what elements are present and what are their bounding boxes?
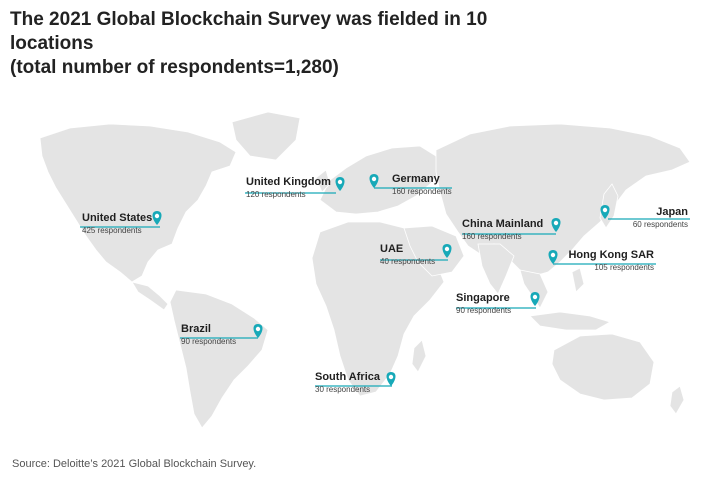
location-respondents: 90 respondents: [456, 306, 512, 315]
map-pin-hole: [255, 326, 261, 332]
map-pin-hole: [388, 374, 394, 380]
source-note: Source: Deloitte’s 2021 Global Blockchai…: [12, 458, 257, 470]
location-name: South Africa: [315, 371, 380, 383]
location-name: China Mainland: [462, 218, 544, 230]
indonesia: [529, 311, 612, 331]
location-name: Brazil: [181, 323, 211, 335]
location-name: United States: [82, 212, 153, 224]
map-pin-hole: [553, 220, 559, 226]
location-respondents: 120 respondents: [246, 190, 306, 199]
southeast-asia: [519, 269, 549, 309]
india: [477, 243, 515, 295]
map-pin-hole: [602, 207, 608, 213]
greenland: [231, 111, 301, 161]
label-china-mainland: China Mainland 160 respondents: [462, 218, 543, 241]
map-pin-hole: [154, 213, 160, 219]
location-respondents: 160 respondents: [392, 187, 452, 196]
location-name: Hong Kong SAR: [568, 249, 654, 261]
arabia: [403, 225, 465, 277]
location-respondents: 90 respondents: [181, 337, 237, 346]
north-america: [39, 123, 237, 283]
location-respondents: 40 respondents: [380, 257, 436, 266]
label-germany: Germany 160 respondents: [392, 173, 452, 196]
asia: [435, 123, 691, 277]
label-hong-kong-sar: Hong Kong SAR 105 respondents: [566, 249, 654, 272]
australia: [551, 333, 655, 401]
label-singapore: Singapore 90 respondents: [456, 292, 511, 315]
location-name: UAE: [380, 243, 404, 255]
map-pin-hole: [550, 252, 556, 258]
map-pin-hole: [532, 294, 538, 300]
south-america: [169, 289, 269, 429]
madagascar: [411, 339, 427, 373]
map-pin-hole: [371, 176, 377, 182]
label-south-africa: South Africa 30 respondents: [315, 371, 380, 394]
location-respondents: 105 respondents: [594, 263, 654, 272]
title-line-1: The 2021 Global Blockchain Survey was fi…: [10, 9, 488, 54]
label-japan: Japan 60 respondents: [598, 206, 688, 229]
location-name: Singapore: [456, 292, 510, 304]
uk: [315, 169, 331, 193]
label-united-states: United States 425 respondents: [82, 212, 152, 235]
title-line-2: (total number of respondents=1,280): [10, 57, 339, 78]
label-united-kingdom: United Kingdom 120 respondents: [246, 176, 331, 199]
map-pin-hole: [337, 179, 343, 185]
location-respondents: 30 respondents: [315, 385, 371, 394]
landmasses: [39, 111, 691, 429]
location-name: Germany: [392, 173, 440, 185]
location-respondents: 160 respondents: [462, 232, 522, 241]
map-title: The 2021 Global Blockchain Survey was fi…: [10, 8, 570, 80]
location-respondents: 425 respondents: [82, 226, 142, 235]
central-america: [131, 281, 169, 311]
label-brazil: Brazil 90 respondents: [181, 323, 236, 346]
new-zealand: [669, 385, 685, 415]
map-pin-hole: [444, 246, 450, 252]
label-uae: UAE 40 respondents: [380, 243, 435, 266]
location-name: United Kingdom: [246, 176, 331, 188]
location-respondents: 60 respondents: [632, 220, 688, 229]
philippines: [571, 267, 585, 293]
location-name: Japan: [656, 206, 688, 218]
